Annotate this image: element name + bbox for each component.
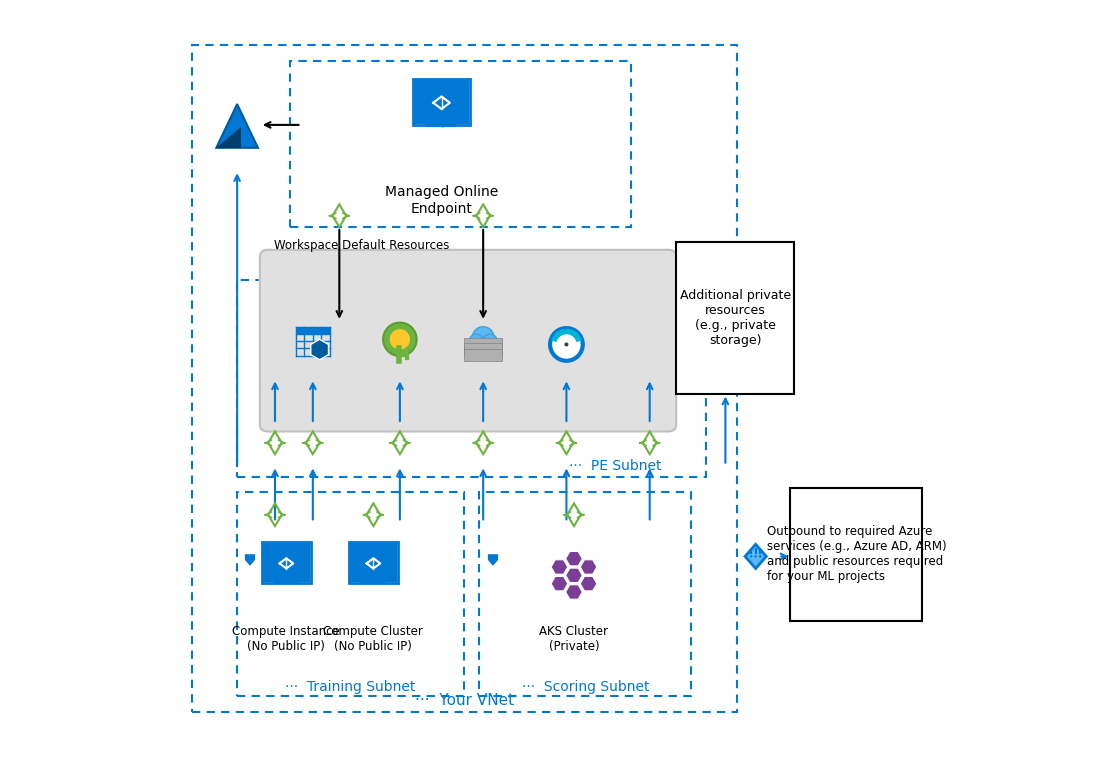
FancyBboxPatch shape [296, 326, 330, 334]
Circle shape [469, 334, 484, 349]
Text: ···  Training Subnet: ··· Training Subnet [286, 681, 416, 694]
Text: AKS Cluster
(Private): AKS Cluster (Private) [540, 625, 609, 653]
Polygon shape [217, 127, 241, 148]
Circle shape [472, 327, 494, 348]
Circle shape [754, 555, 757, 558]
Circle shape [564, 342, 568, 347]
Circle shape [759, 555, 761, 558]
FancyBboxPatch shape [464, 344, 503, 356]
FancyBboxPatch shape [415, 80, 468, 123]
Circle shape [483, 334, 497, 349]
FancyBboxPatch shape [260, 250, 677, 431]
FancyBboxPatch shape [464, 338, 503, 350]
Text: ···  PE Subnet: ··· PE Subnet [568, 459, 661, 473]
FancyBboxPatch shape [350, 544, 396, 581]
Text: Workspace Default Resources: Workspace Default Resources [275, 239, 450, 252]
FancyBboxPatch shape [789, 488, 922, 621]
Circle shape [750, 555, 752, 558]
Text: ···  Scoring Subnet: ··· Scoring Subnet [521, 681, 649, 694]
FancyBboxPatch shape [464, 349, 503, 361]
Polygon shape [244, 553, 256, 567]
Polygon shape [487, 553, 499, 567]
Text: Managed Online
Endpoint: Managed Online Endpoint [385, 185, 498, 216]
FancyBboxPatch shape [677, 242, 794, 394]
Text: Compute Instance
(No Public IP): Compute Instance (No Public IP) [232, 625, 341, 653]
Text: Outbound to required Azure
services (e.g., Azure AD, ARM)
and public resources r: Outbound to required Azure services (e.g… [766, 525, 946, 583]
Circle shape [388, 327, 412, 351]
Polygon shape [217, 104, 258, 148]
FancyBboxPatch shape [264, 544, 309, 581]
Text: ···  Your VNet: ··· Your VNet [415, 693, 514, 708]
Text: Compute Cluster
(No Public IP): Compute Cluster (No Public IP) [323, 625, 424, 653]
Circle shape [550, 328, 583, 361]
Polygon shape [745, 544, 766, 569]
Text: Additional private
resources
(e.g., private
storage): Additional private resources (e.g., priv… [680, 289, 791, 347]
